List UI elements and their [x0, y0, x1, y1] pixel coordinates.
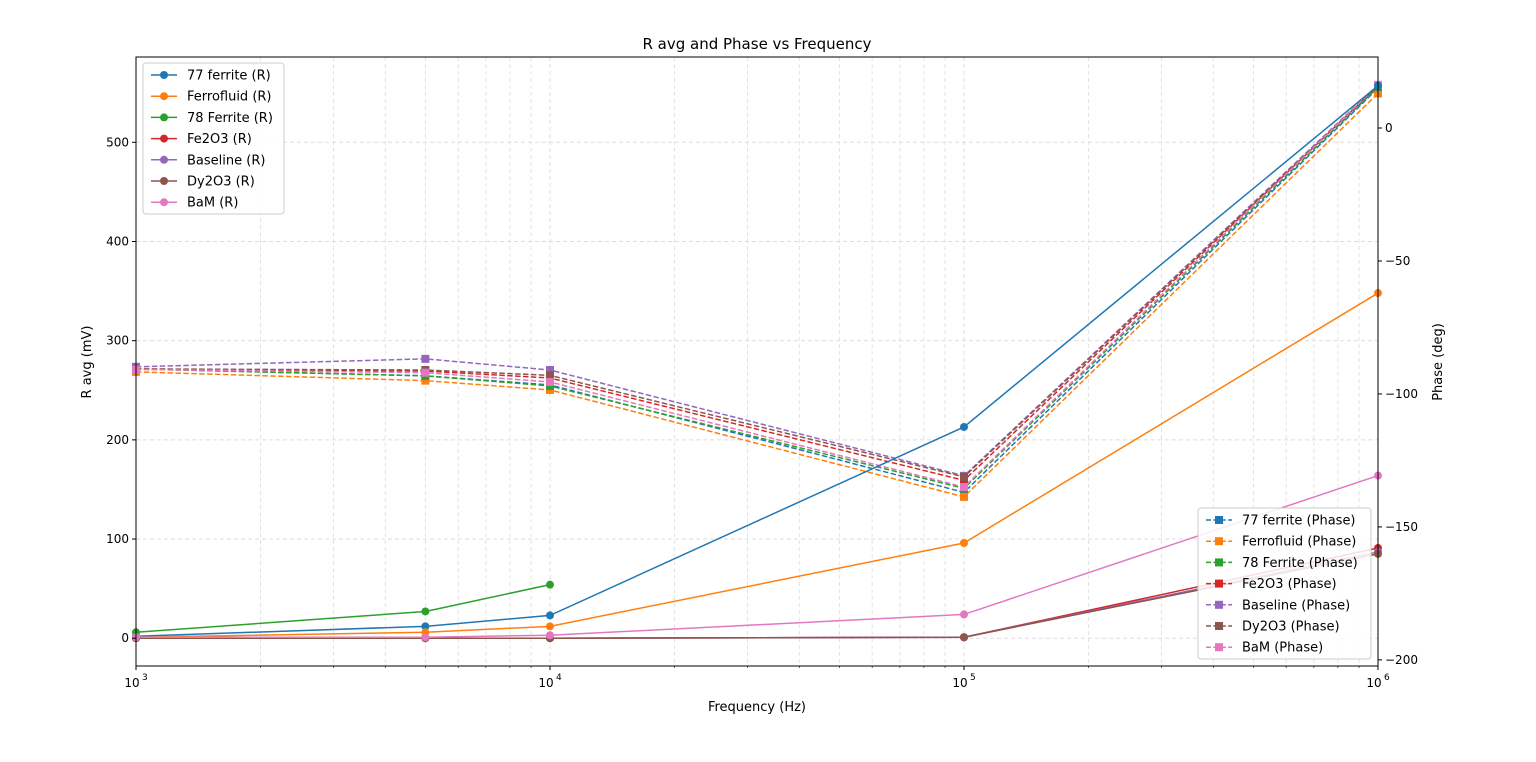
y-tick-label: 100 — [106, 532, 129, 546]
legend-label: Fe2O3 (Phase) — [1242, 577, 1337, 592]
legend-label: BaM (Phase) — [1242, 641, 1323, 656]
y2-tick-label: −100 — [1385, 387, 1418, 401]
legend-marker — [1215, 537, 1223, 546]
legend-marker — [1215, 558, 1223, 567]
x-axis-label: Frequency (Hz) — [708, 700, 806, 715]
y-tick-label: 0 — [121, 631, 129, 645]
y2-tick-label: 0 — [1385, 121, 1393, 135]
data-point — [546, 366, 554, 375]
legend-label: Dy2O3 (Phase) — [1242, 620, 1340, 635]
data-point — [960, 422, 968, 431]
series-line — [135, 86, 1379, 490]
x-tick-label: 10 — [124, 676, 139, 690]
legend-box — [1197, 507, 1372, 660]
data-point — [421, 633, 430, 642]
series-line — [135, 85, 1379, 478]
x-tick-exponent: 4 — [556, 673, 562, 683]
legend-marker — [160, 71, 168, 79]
legend-r: 77 ferrite (R) Ferrofluid (R) 78 Ferrite (… — [142, 62, 285, 215]
legend-label: Ferrofluid (Phase) — [1242, 535, 1356, 550]
x-tick-label: 10 — [1366, 676, 1381, 690]
data-point — [421, 622, 430, 631]
data-point — [421, 607, 430, 616]
y2-tick-label: −50 — [1385, 254, 1410, 268]
legend-label: 78 Ferrite (Phase) — [1242, 556, 1358, 571]
x-tick-label: 10 — [538, 676, 553, 690]
series-line — [135, 85, 1379, 482]
data-point — [546, 622, 554, 631]
legend-label: 77 ferrite (Phase) — [1242, 514, 1356, 529]
data-point — [960, 483, 968, 492]
legend-label: Baseline (Phase) — [1242, 598, 1350, 613]
data-point — [546, 580, 554, 589]
data-point — [546, 631, 554, 640]
legend-phase: 77 ferrite (Phase) Ferrofluid (Phase) 78 F… — [1197, 507, 1372, 660]
series-line — [135, 92, 1379, 498]
y2-tick-label: −200 — [1385, 653, 1418, 667]
data-point — [960, 472, 968, 481]
series-line — [135, 583, 551, 634]
legend-marker — [160, 92, 168, 101]
legend-label: Ferrofluid (R) — [187, 90, 272, 105]
y-tick-label: 300 — [106, 334, 129, 348]
series-line — [135, 84, 1379, 477]
x-tick-exponent: 3 — [142, 673, 148, 683]
y2-axis-label: Phase (deg) — [1431, 323, 1446, 401]
legend-marker — [1215, 516, 1223, 524]
x-tick-exponent: 5 — [970, 673, 976, 683]
series-line — [136, 474, 1379, 638]
y-tick-label: 200 — [106, 433, 129, 447]
legend-marker — [160, 177, 168, 185]
legend-marker — [160, 155, 168, 164]
legend-marker — [1215, 600, 1223, 609]
legend-marker — [160, 113, 168, 122]
chart-title: R avg and Phase vs Frequency — [642, 35, 871, 53]
legend-label: Dy2O3 (R) — [187, 175, 255, 190]
legend-marker — [1215, 622, 1223, 630]
legend-box — [142, 62, 285, 215]
data-point — [546, 371, 554, 380]
y2-tick-label: −150 — [1385, 520, 1418, 534]
legend-marker — [1215, 579, 1223, 588]
legend-label: Baseline (R) — [187, 153, 265, 168]
legend-marker — [160, 198, 168, 207]
x-tick-label: 10 — [952, 676, 967, 690]
data-point — [960, 633, 968, 642]
data-point — [960, 610, 968, 619]
data-point — [546, 611, 554, 620]
data-point — [421, 368, 430, 377]
legend-label: BaM (R) — [187, 196, 238, 211]
y-tick-label: 500 — [106, 135, 129, 149]
legend-label: 78 Ferrite (R) — [187, 111, 273, 126]
x-tick-exponent: 6 — [1384, 673, 1390, 683]
legend-label: 77 ferrite (R) — [187, 69, 271, 84]
series-line — [135, 292, 1379, 638]
y-tick-label: 400 — [106, 234, 129, 248]
legend-marker — [1215, 643, 1223, 652]
plot-frame — [135, 56, 1379, 667]
data-point — [421, 376, 430, 385]
series-line — [135, 87, 1379, 494]
data-point — [421, 354, 430, 363]
y-axis-label: R avg (mV) — [80, 326, 95, 399]
legend-marker — [160, 134, 168, 143]
data-point — [960, 539, 968, 548]
data-point — [546, 377, 554, 386]
legend-label: Fe2O3 (R) — [187, 132, 252, 147]
data-point — [960, 492, 968, 501]
